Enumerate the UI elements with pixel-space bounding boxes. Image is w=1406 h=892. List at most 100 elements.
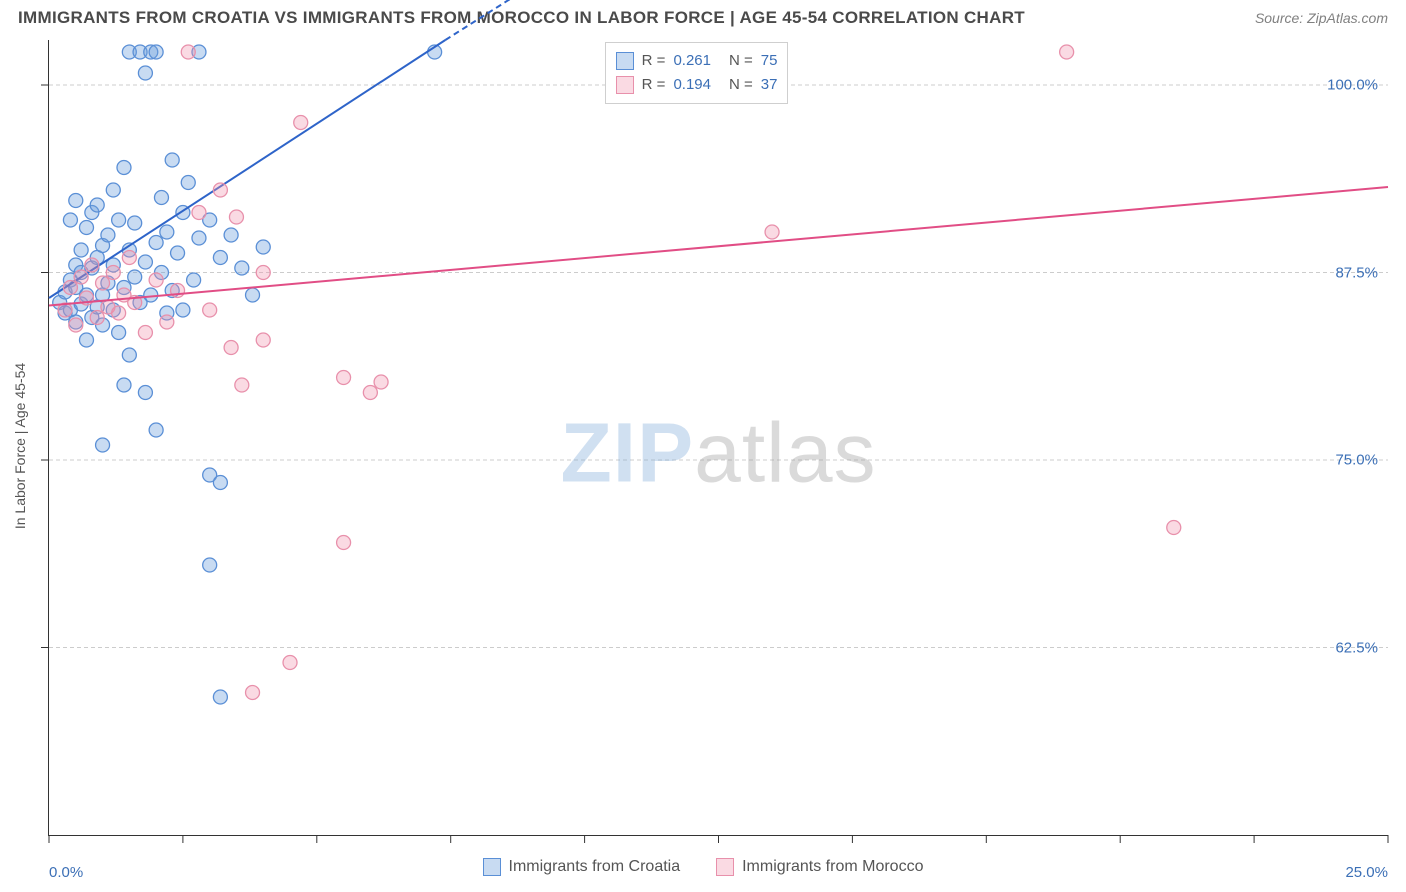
ytick-label: 62.5%	[1335, 639, 1378, 656]
scatter-point	[138, 326, 152, 340]
scatter-point	[138, 386, 152, 400]
scatter-point	[90, 198, 104, 212]
ytick-label: 100.0%	[1327, 77, 1378, 94]
scatter-point	[128, 270, 142, 284]
scatter-point	[101, 228, 115, 242]
legend-row: R = 0.194 N = 37	[616, 73, 778, 97]
scatter-point	[171, 246, 185, 260]
scatter-point	[74, 243, 88, 257]
scatter-point	[213, 183, 227, 197]
scatter-point	[246, 288, 260, 302]
data-layer	[49, 40, 1388, 835]
scatter-point	[79, 333, 93, 347]
ytick-label: 75.0%	[1335, 452, 1378, 469]
scatter-point	[374, 375, 388, 389]
scatter-point	[246, 686, 260, 700]
legend-swatch	[716, 858, 734, 876]
scatter-point	[160, 315, 174, 329]
trend-line	[49, 187, 1388, 306]
scatter-point	[112, 326, 126, 340]
scatter-point	[63, 213, 77, 227]
scatter-point	[144, 288, 158, 302]
trend-line	[49, 40, 445, 298]
chart-title: IMMIGRANTS FROM CROATIA VS IMMIGRANTS FR…	[18, 8, 1025, 28]
scatter-point	[149, 273, 163, 287]
legend-series-name: Immigrants from Croatia	[509, 858, 681, 876]
scatter-point	[106, 266, 120, 280]
chart-source: Source: ZipAtlas.com	[1255, 10, 1388, 26]
scatter-point	[213, 476, 227, 490]
scatter-point	[256, 240, 270, 254]
scatter-point	[85, 258, 99, 272]
scatter-point	[90, 311, 104, 325]
scatter-point	[337, 371, 351, 385]
correlation-legend: R = 0.261 N = 75 R = 0.194 N = 37	[605, 42, 789, 104]
scatter-point	[138, 66, 152, 80]
legend-r-label: R =	[642, 73, 666, 97]
scatter-point	[69, 194, 83, 208]
scatter-point	[128, 216, 142, 230]
scatter-point	[165, 153, 179, 167]
scatter-point	[283, 656, 297, 670]
scatter-point	[69, 318, 83, 332]
scatter-point	[256, 333, 270, 347]
scatter-point	[117, 161, 131, 175]
scatter-point	[192, 206, 206, 220]
scatter-point	[224, 341, 238, 355]
scatter-point	[122, 251, 136, 265]
scatter-point	[106, 183, 120, 197]
scatter-point	[363, 386, 377, 400]
scatter-point	[224, 228, 238, 242]
scatter-point	[112, 213, 126, 227]
scatter-point	[294, 116, 308, 130]
scatter-point	[96, 276, 110, 290]
legend-r-value: 0.261	[673, 49, 711, 73]
scatter-point	[63, 281, 77, 295]
scatter-point	[235, 261, 249, 275]
scatter-point	[96, 438, 110, 452]
scatter-point	[765, 225, 779, 239]
scatter-point	[117, 378, 131, 392]
legend-r-label: R =	[642, 49, 666, 73]
legend-item: Immigrants from Croatia	[483, 858, 681, 876]
scatter-point	[203, 303, 217, 317]
plot-area: ZIPatlas R = 0.261N = 75R = 0.194N = 37 …	[48, 40, 1388, 836]
scatter-point	[79, 221, 93, 235]
scatter-point	[229, 210, 243, 224]
plot-wrap: ZIPatlas R = 0.261N = 75R = 0.194N = 37 …	[48, 40, 1388, 836]
scatter-point	[213, 251, 227, 265]
legend-series-name: Immigrants from Morocco	[742, 858, 923, 876]
scatter-point	[181, 45, 195, 59]
scatter-point	[149, 423, 163, 437]
legend-n-value: 37	[761, 73, 778, 97]
legend-r-value: 0.194	[673, 73, 711, 97]
legend-n-label: N =	[729, 49, 753, 73]
scatter-point	[154, 191, 168, 205]
scatter-point	[181, 176, 195, 190]
legend-n-value: 75	[761, 49, 778, 73]
scatter-point	[213, 690, 227, 704]
ytick-label: 87.5%	[1335, 264, 1378, 281]
legend-item: Immigrants from Morocco	[716, 858, 923, 876]
scatter-point	[149, 45, 163, 59]
scatter-point	[112, 306, 126, 320]
scatter-point	[176, 303, 190, 317]
scatter-point	[203, 558, 217, 572]
scatter-point	[74, 270, 88, 284]
legend-swatch	[616, 76, 634, 94]
scatter-point	[138, 255, 152, 269]
scatter-point	[337, 536, 351, 550]
scatter-point	[160, 225, 174, 239]
legend-n-label: N =	[729, 73, 753, 97]
legend-swatch	[616, 52, 634, 70]
scatter-point	[235, 378, 249, 392]
scatter-point	[192, 231, 206, 245]
scatter-point	[256, 266, 270, 280]
y-axis-label: In Labor Force | Age 45-54	[12, 363, 28, 529]
scatter-point	[122, 348, 136, 362]
legend-swatch	[483, 858, 501, 876]
scatter-point	[1060, 45, 1074, 59]
scatter-point	[187, 273, 201, 287]
legend-row: R = 0.261 N = 75	[616, 49, 778, 73]
bottom-legend: Immigrants from Croatia Immigrants from M…	[0, 858, 1406, 876]
